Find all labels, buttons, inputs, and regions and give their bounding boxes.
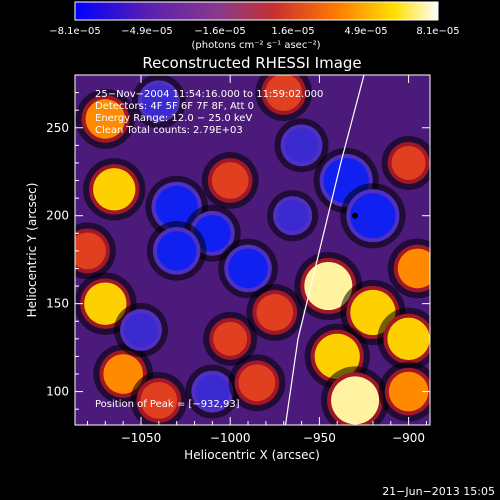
x-tick-label: −1050	[121, 431, 162, 445]
y-tick-label: 100	[46, 385, 69, 399]
blob-core	[238, 364, 276, 402]
solar-limb-line	[284, 75, 365, 425]
blob-core	[213, 321, 248, 356]
x-tick-label: −1000	[210, 431, 251, 445]
blob-core	[124, 313, 159, 348]
x-axis: −1050 −1000 −950 −900	[86, 75, 427, 445]
y-tick-label: 250	[46, 121, 69, 135]
blob-core	[331, 376, 380, 425]
info-line-energy: Energy Range: 12.0 − 25.0 keV	[95, 113, 252, 124]
blob-core	[141, 84, 176, 119]
colorbar-tick-label: −4.9e−05	[121, 26, 173, 37]
blob-core	[304, 262, 353, 311]
blob-core	[93, 168, 136, 211]
x-tick-label: −900	[392, 431, 425, 445]
colorbar-tick-label: −1.6e−05	[194, 26, 246, 37]
colorbar-tick-label: 1.6e−05	[271, 26, 314, 37]
blob-core	[387, 317, 430, 361]
y-tick-label: 150	[46, 297, 69, 311]
x-axis-label: Heliocentric X (arcsec)	[184, 448, 320, 462]
intensity-map	[75, 75, 430, 425]
plot-frame	[74, 74, 431, 426]
info-line-detectors: Detectors: 4F 5F 6F 7F 8F, Att 0	[95, 101, 254, 112]
peak-position-label: Position of Peak = [−932,93]	[95, 399, 240, 410]
blob-core	[265, 75, 303, 111]
y-tick-label: 200	[46, 209, 69, 223]
info-line-clean: Clean Total counts: 2.79E+03	[95, 125, 243, 136]
colorbar-tick-label: 4.9e−05	[344, 26, 387, 37]
blob-core	[388, 371, 429, 412]
colorbar-tick-label: 8.1e−05	[416, 26, 459, 37]
colorbar	[74, 1, 439, 21]
peak-layer	[352, 212, 359, 219]
y-axis: 100 150 200 250	[46, 74, 430, 410]
blob-core	[256, 294, 294, 331]
blob-core	[103, 354, 143, 394]
info-line-time: 25−Nov−2004 11:54:16.000 to 11:59:02.000	[95, 89, 323, 100]
blob-core	[195, 374, 230, 409]
blob-core	[228, 248, 268, 289]
blob-core	[155, 185, 198, 229]
blob-core	[391, 145, 426, 180]
chart-title: Reconstructed RHESSI Image	[142, 54, 361, 72]
blob-core	[85, 99, 126, 139]
limb-layer	[284, 75, 365, 425]
blob-core	[140, 381, 178, 419]
y-axis-label: Heliocentric Y (arcsec)	[25, 183, 39, 318]
blob-core	[284, 128, 319, 163]
blob-core	[350, 193, 396, 239]
blob-core	[211, 162, 249, 199]
blob-core	[397, 248, 430, 289]
footer-date: 21−Jun−2013 15:05	[382, 485, 495, 498]
x-tick-label: −950	[303, 431, 336, 445]
blob-core	[156, 231, 197, 271]
colorbar-units: (photons cm⁻² s⁻¹ asec⁻²)	[191, 40, 320, 51]
colorbar-tick-label: −8.1e−05	[49, 26, 101, 37]
blob-core	[84, 282, 127, 325]
peak-marker	[352, 212, 359, 219]
observation-info: 25−Nov−2004 11:54:16.000 to 11:59:02.000…	[95, 89, 323, 136]
blob-core	[277, 200, 309, 232]
colorbar-tick-labels: −8.1e−05 −4.9e−05 −1.6e−05 1.6e−05 4.9e−…	[49, 26, 459, 37]
blob-core	[75, 232, 106, 270]
